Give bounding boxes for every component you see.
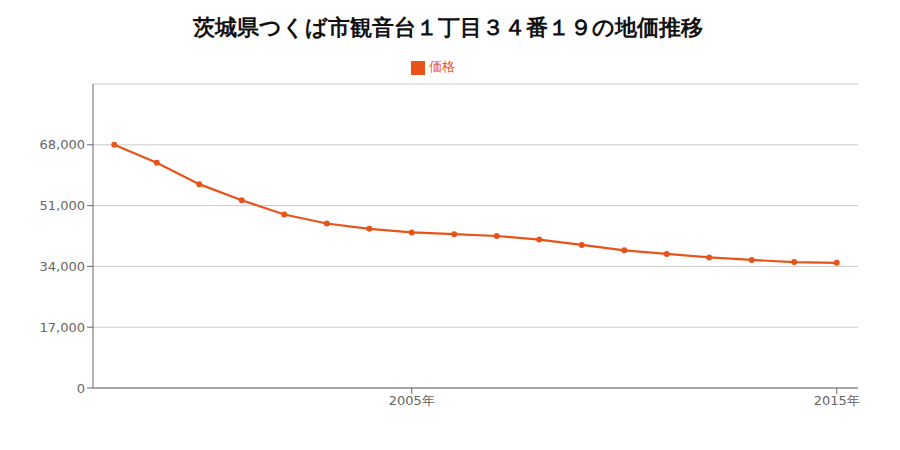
svg-text:17,000: 17,000 [40,320,86,335]
html-text:価格: 価格 [429,59,455,74]
svg-text:68,000: 68,000 [40,137,86,152]
svg-text:0: 0 [77,381,85,396]
svg-text:51,000: 51,000 [40,198,86,213]
svg-text:2015年: 2015年 [814,393,860,408]
svg-text:2005年: 2005年 [389,393,435,408]
svg-text:34,000: 34,000 [40,259,86,274]
html-text:茨城県つくば市観音台１丁目３４番１９の地価推移: 茨城県つくば市観音台１丁目３４番１９の地価推移 [193,15,703,40]
